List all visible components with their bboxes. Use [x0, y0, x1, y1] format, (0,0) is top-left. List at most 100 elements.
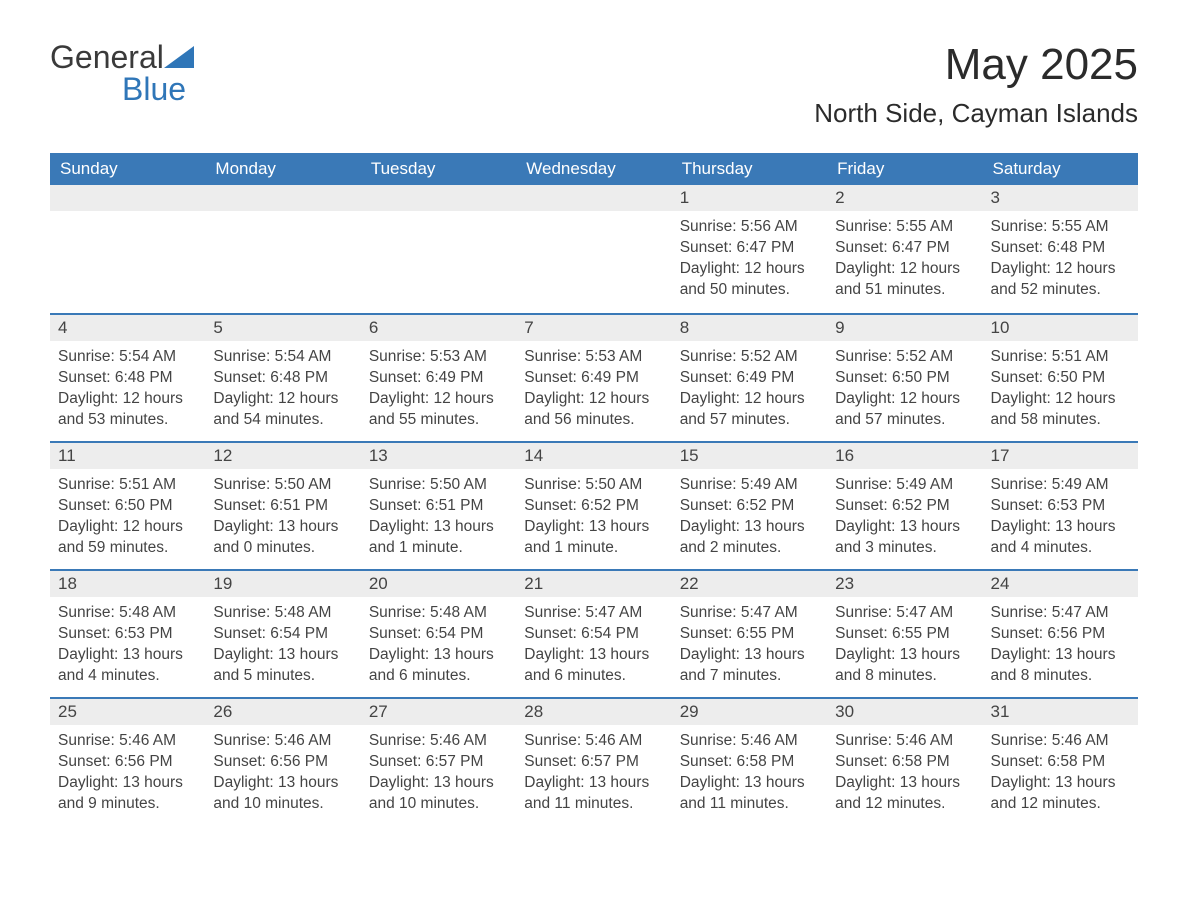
- day-details: Sunrise: 5:54 AMSunset: 6:48 PMDaylight:…: [50, 341, 205, 441]
- day-number: 23: [827, 571, 982, 597]
- day-cell: [361, 185, 516, 313]
- daylight-text: Daylight: 12 hours and 59 minutes.: [58, 517, 197, 559]
- daylight-text: Daylight: 12 hours and 54 minutes.: [213, 389, 352, 431]
- sunset-text: Sunset: 6:58 PM: [991, 752, 1130, 773]
- sunrise-text: Sunrise: 5:46 AM: [369, 731, 508, 752]
- sunrise-text: Sunrise: 5:53 AM: [524, 347, 663, 368]
- sunrise-text: Sunrise: 5:52 AM: [680, 347, 819, 368]
- day-cell: 15Sunrise: 5:49 AMSunset: 6:52 PMDayligh…: [672, 443, 827, 569]
- daylight-text: Daylight: 13 hours and 4 minutes.: [58, 645, 197, 687]
- day-cell: 11Sunrise: 5:51 AMSunset: 6:50 PMDayligh…: [50, 443, 205, 569]
- day-details: Sunrise: 5:49 AMSunset: 6:52 PMDaylight:…: [827, 469, 982, 569]
- sunrise-text: Sunrise: 5:51 AM: [991, 347, 1130, 368]
- daylight-text: Daylight: 12 hours and 58 minutes.: [991, 389, 1130, 431]
- weekday-header: Wednesday: [516, 153, 671, 185]
- sunrise-text: Sunrise: 5:47 AM: [835, 603, 974, 624]
- daylight-text: Daylight: 12 hours and 56 minutes.: [524, 389, 663, 431]
- daylight-text: Daylight: 13 hours and 7 minutes.: [680, 645, 819, 687]
- sunset-text: Sunset: 6:55 PM: [835, 624, 974, 645]
- day-cell: 17Sunrise: 5:49 AMSunset: 6:53 PMDayligh…: [983, 443, 1138, 569]
- day-details: Sunrise: 5:56 AMSunset: 6:47 PMDaylight:…: [672, 211, 827, 311]
- day-number: 19: [205, 571, 360, 597]
- day-number: 31: [983, 699, 1138, 725]
- sunrise-text: Sunrise: 5:52 AM: [835, 347, 974, 368]
- day-number: 18: [50, 571, 205, 597]
- weekday-header: Thursday: [672, 153, 827, 185]
- daylight-text: Daylight: 13 hours and 10 minutes.: [369, 773, 508, 815]
- day-details: Sunrise: 5:46 AMSunset: 6:57 PMDaylight:…: [361, 725, 516, 825]
- day-cell: 22Sunrise: 5:47 AMSunset: 6:55 PMDayligh…: [672, 571, 827, 697]
- sunset-text: Sunset: 6:53 PM: [991, 496, 1130, 517]
- day-number: [361, 185, 516, 211]
- daylight-text: Daylight: 13 hours and 12 minutes.: [991, 773, 1130, 815]
- sunrise-text: Sunrise: 5:47 AM: [524, 603, 663, 624]
- day-details: Sunrise: 5:52 AMSunset: 6:49 PMDaylight:…: [672, 341, 827, 441]
- sunrise-text: Sunrise: 5:53 AM: [369, 347, 508, 368]
- day-number: 28: [516, 699, 671, 725]
- day-details: Sunrise: 5:48 AMSunset: 6:54 PMDaylight:…: [205, 597, 360, 697]
- day-cell: 30Sunrise: 5:46 AMSunset: 6:58 PMDayligh…: [827, 699, 982, 825]
- day-details: Sunrise: 5:46 AMSunset: 6:56 PMDaylight:…: [50, 725, 205, 825]
- daylight-text: Daylight: 12 hours and 55 minutes.: [369, 389, 508, 431]
- brand-word-2: Blue: [122, 71, 186, 107]
- page-header: General Blue May 2025 North Side, Cayman…: [50, 40, 1138, 143]
- day-cell: 1Sunrise: 5:56 AMSunset: 6:47 PMDaylight…: [672, 185, 827, 313]
- sunrise-text: Sunrise: 5:47 AM: [680, 603, 819, 624]
- day-details: Sunrise: 5:46 AMSunset: 6:58 PMDaylight:…: [672, 725, 827, 825]
- sunrise-text: Sunrise: 5:50 AM: [213, 475, 352, 496]
- day-number: 16: [827, 443, 982, 469]
- sunset-text: Sunset: 6:51 PM: [369, 496, 508, 517]
- day-details: [516, 211, 671, 227]
- day-number: 15: [672, 443, 827, 469]
- sunrise-text: Sunrise: 5:54 AM: [213, 347, 352, 368]
- sunset-text: Sunset: 6:57 PM: [369, 752, 508, 773]
- daylight-text: Daylight: 13 hours and 4 minutes.: [991, 517, 1130, 559]
- daylight-text: Daylight: 13 hours and 6 minutes.: [524, 645, 663, 687]
- day-number: 10: [983, 315, 1138, 341]
- day-cell: 25Sunrise: 5:46 AMSunset: 6:56 PMDayligh…: [50, 699, 205, 825]
- daylight-text: Daylight: 13 hours and 12 minutes.: [835, 773, 974, 815]
- day-cell: 6Sunrise: 5:53 AMSunset: 6:49 PMDaylight…: [361, 315, 516, 441]
- day-details: Sunrise: 5:47 AMSunset: 6:55 PMDaylight:…: [672, 597, 827, 697]
- sunset-text: Sunset: 6:58 PM: [680, 752, 819, 773]
- day-details: Sunrise: 5:55 AMSunset: 6:47 PMDaylight:…: [827, 211, 982, 311]
- weekday-header: Tuesday: [361, 153, 516, 185]
- day-details: Sunrise: 5:51 AMSunset: 6:50 PMDaylight:…: [50, 469, 205, 569]
- sunset-text: Sunset: 6:49 PM: [680, 368, 819, 389]
- day-number: 21: [516, 571, 671, 597]
- brand-logo: General Blue: [50, 40, 194, 105]
- daylight-text: Daylight: 13 hours and 10 minutes.: [213, 773, 352, 815]
- day-number: 7: [516, 315, 671, 341]
- sunset-text: Sunset: 6:54 PM: [213, 624, 352, 645]
- week-row: 25Sunrise: 5:46 AMSunset: 6:56 PMDayligh…: [50, 697, 1138, 825]
- sunrise-text: Sunrise: 5:48 AM: [213, 603, 352, 624]
- day-number: 26: [205, 699, 360, 725]
- day-cell: 16Sunrise: 5:49 AMSunset: 6:52 PMDayligh…: [827, 443, 982, 569]
- sunrise-text: Sunrise: 5:54 AM: [58, 347, 197, 368]
- sunset-text: Sunset: 6:48 PM: [991, 238, 1130, 259]
- week-row: 1Sunrise: 5:56 AMSunset: 6:47 PMDaylight…: [50, 185, 1138, 313]
- day-details: Sunrise: 5:46 AMSunset: 6:57 PMDaylight:…: [516, 725, 671, 825]
- day-details: Sunrise: 5:48 AMSunset: 6:53 PMDaylight:…: [50, 597, 205, 697]
- sail-icon: [164, 46, 194, 68]
- day-number: 17: [983, 443, 1138, 469]
- day-number: 27: [361, 699, 516, 725]
- day-cell: 26Sunrise: 5:46 AMSunset: 6:56 PMDayligh…: [205, 699, 360, 825]
- sunset-text: Sunset: 6:51 PM: [213, 496, 352, 517]
- day-cell: [205, 185, 360, 313]
- day-details: Sunrise: 5:51 AMSunset: 6:50 PMDaylight:…: [983, 341, 1138, 441]
- sunset-text: Sunset: 6:57 PM: [524, 752, 663, 773]
- day-number: 25: [50, 699, 205, 725]
- sunset-text: Sunset: 6:56 PM: [58, 752, 197, 773]
- sunset-text: Sunset: 6:53 PM: [58, 624, 197, 645]
- day-number: 5: [205, 315, 360, 341]
- day-number: 30: [827, 699, 982, 725]
- sunset-text: Sunset: 6:49 PM: [369, 368, 508, 389]
- sunrise-text: Sunrise: 5:46 AM: [991, 731, 1130, 752]
- day-number: 9: [827, 315, 982, 341]
- day-details: Sunrise: 5:46 AMSunset: 6:58 PMDaylight:…: [983, 725, 1138, 825]
- daylight-text: Daylight: 13 hours and 9 minutes.: [58, 773, 197, 815]
- day-cell: 23Sunrise: 5:47 AMSunset: 6:55 PMDayligh…: [827, 571, 982, 697]
- day-cell: 2Sunrise: 5:55 AMSunset: 6:47 PMDaylight…: [827, 185, 982, 313]
- sunset-text: Sunset: 6:48 PM: [58, 368, 197, 389]
